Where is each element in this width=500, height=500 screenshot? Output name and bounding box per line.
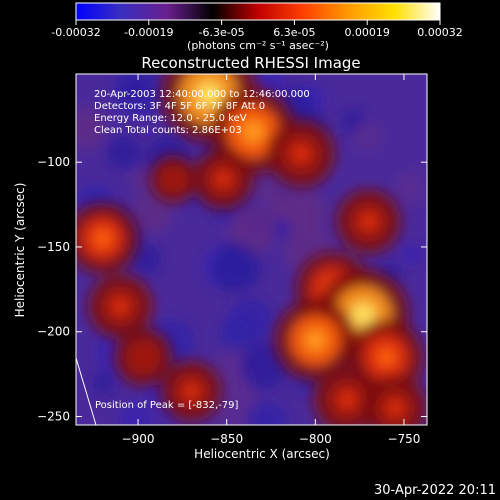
- hotspot-core: [183, 383, 200, 400]
- x-tick-label: −800: [299, 432, 332, 446]
- colorbar-tick-label: 6.3e-05: [273, 26, 315, 39]
- colorbar: [75, 2, 441, 21]
- hotspot-core: [376, 347, 397, 368]
- x-axis: −900 −850 −800 −750: [122, 74, 420, 446]
- hotspot-core: [93, 228, 113, 248]
- colorbar-unit-label: (photons cm⁻² s⁻¹ asec⁻²): [187, 39, 329, 52]
- y-tick-label: −250: [37, 410, 70, 424]
- annotation-time-range: 20-Apr-2003 12:40:00.000 to 12:46:00.000: [94, 89, 310, 100]
- hotspot-core: [292, 144, 311, 163]
- hotspot-core: [241, 120, 265, 144]
- hotspot-core: [360, 213, 377, 231]
- annotation-peak-position: Position of Peak = [-832,-79]: [95, 400, 239, 411]
- colorbar-ticks: -0.00032 -0.00019 -6.3e-05 6.3e-05 0.00019 0.…: [51, 20, 463, 39]
- y-axis: −100 −150 −200 −250: [37, 155, 427, 424]
- heatmap-image: [76, 74, 427, 425]
- colorbar-tick-label: -6.3e-05: [198, 26, 244, 39]
- colorbar-tick-label: 0.00019: [344, 26, 390, 39]
- hotspot-core: [304, 329, 327, 352]
- hotspot-core: [350, 302, 376, 328]
- hotspot-core: [386, 399, 404, 417]
- x-axis-label: Heliocentric X (arcsec): [194, 447, 330, 461]
- y-tick-label: −200: [37, 325, 70, 339]
- hotspot-core: [111, 297, 129, 315]
- limb-line: [75, 357, 97, 426]
- x-tick-label: −850: [210, 432, 243, 446]
- chart-title: Reconstructed RHESSI Image: [141, 54, 360, 72]
- footer-timestamp: 30-Apr-2022 20:11: [374, 483, 496, 498]
- y-axis-label: Heliocentric Y (arcsec): [13, 183, 27, 318]
- annotation-clean-counts: Clean Total counts: 2.86E+03: [94, 125, 242, 136]
- y-tick-label: −100: [37, 155, 70, 169]
- hotspot-core: [135, 349, 151, 365]
- y-tick-label: −150: [37, 240, 70, 254]
- colorbar-tick-label: -0.00032: [51, 26, 100, 39]
- annotation-detectors: Detectors: 3F 4F 5F 6F 7F 8F Att 0: [94, 101, 265, 112]
- hotspot-core: [215, 171, 232, 188]
- x-tick-label: −750: [387, 432, 420, 446]
- plot-frame: [75, 73, 428, 426]
- x-tick-label: −900: [122, 432, 155, 446]
- hotspot-core: [195, 81, 222, 108]
- annotation-energy-range: Energy Range: 12.0 - 25.0 keV: [94, 113, 247, 124]
- colorbar-tick-label: 0.00032: [417, 26, 463, 39]
- hotspot-core: [167, 173, 180, 186]
- hotspot-core: [338, 390, 357, 409]
- colorbar-tick-label: -0.00019: [124, 26, 173, 39]
